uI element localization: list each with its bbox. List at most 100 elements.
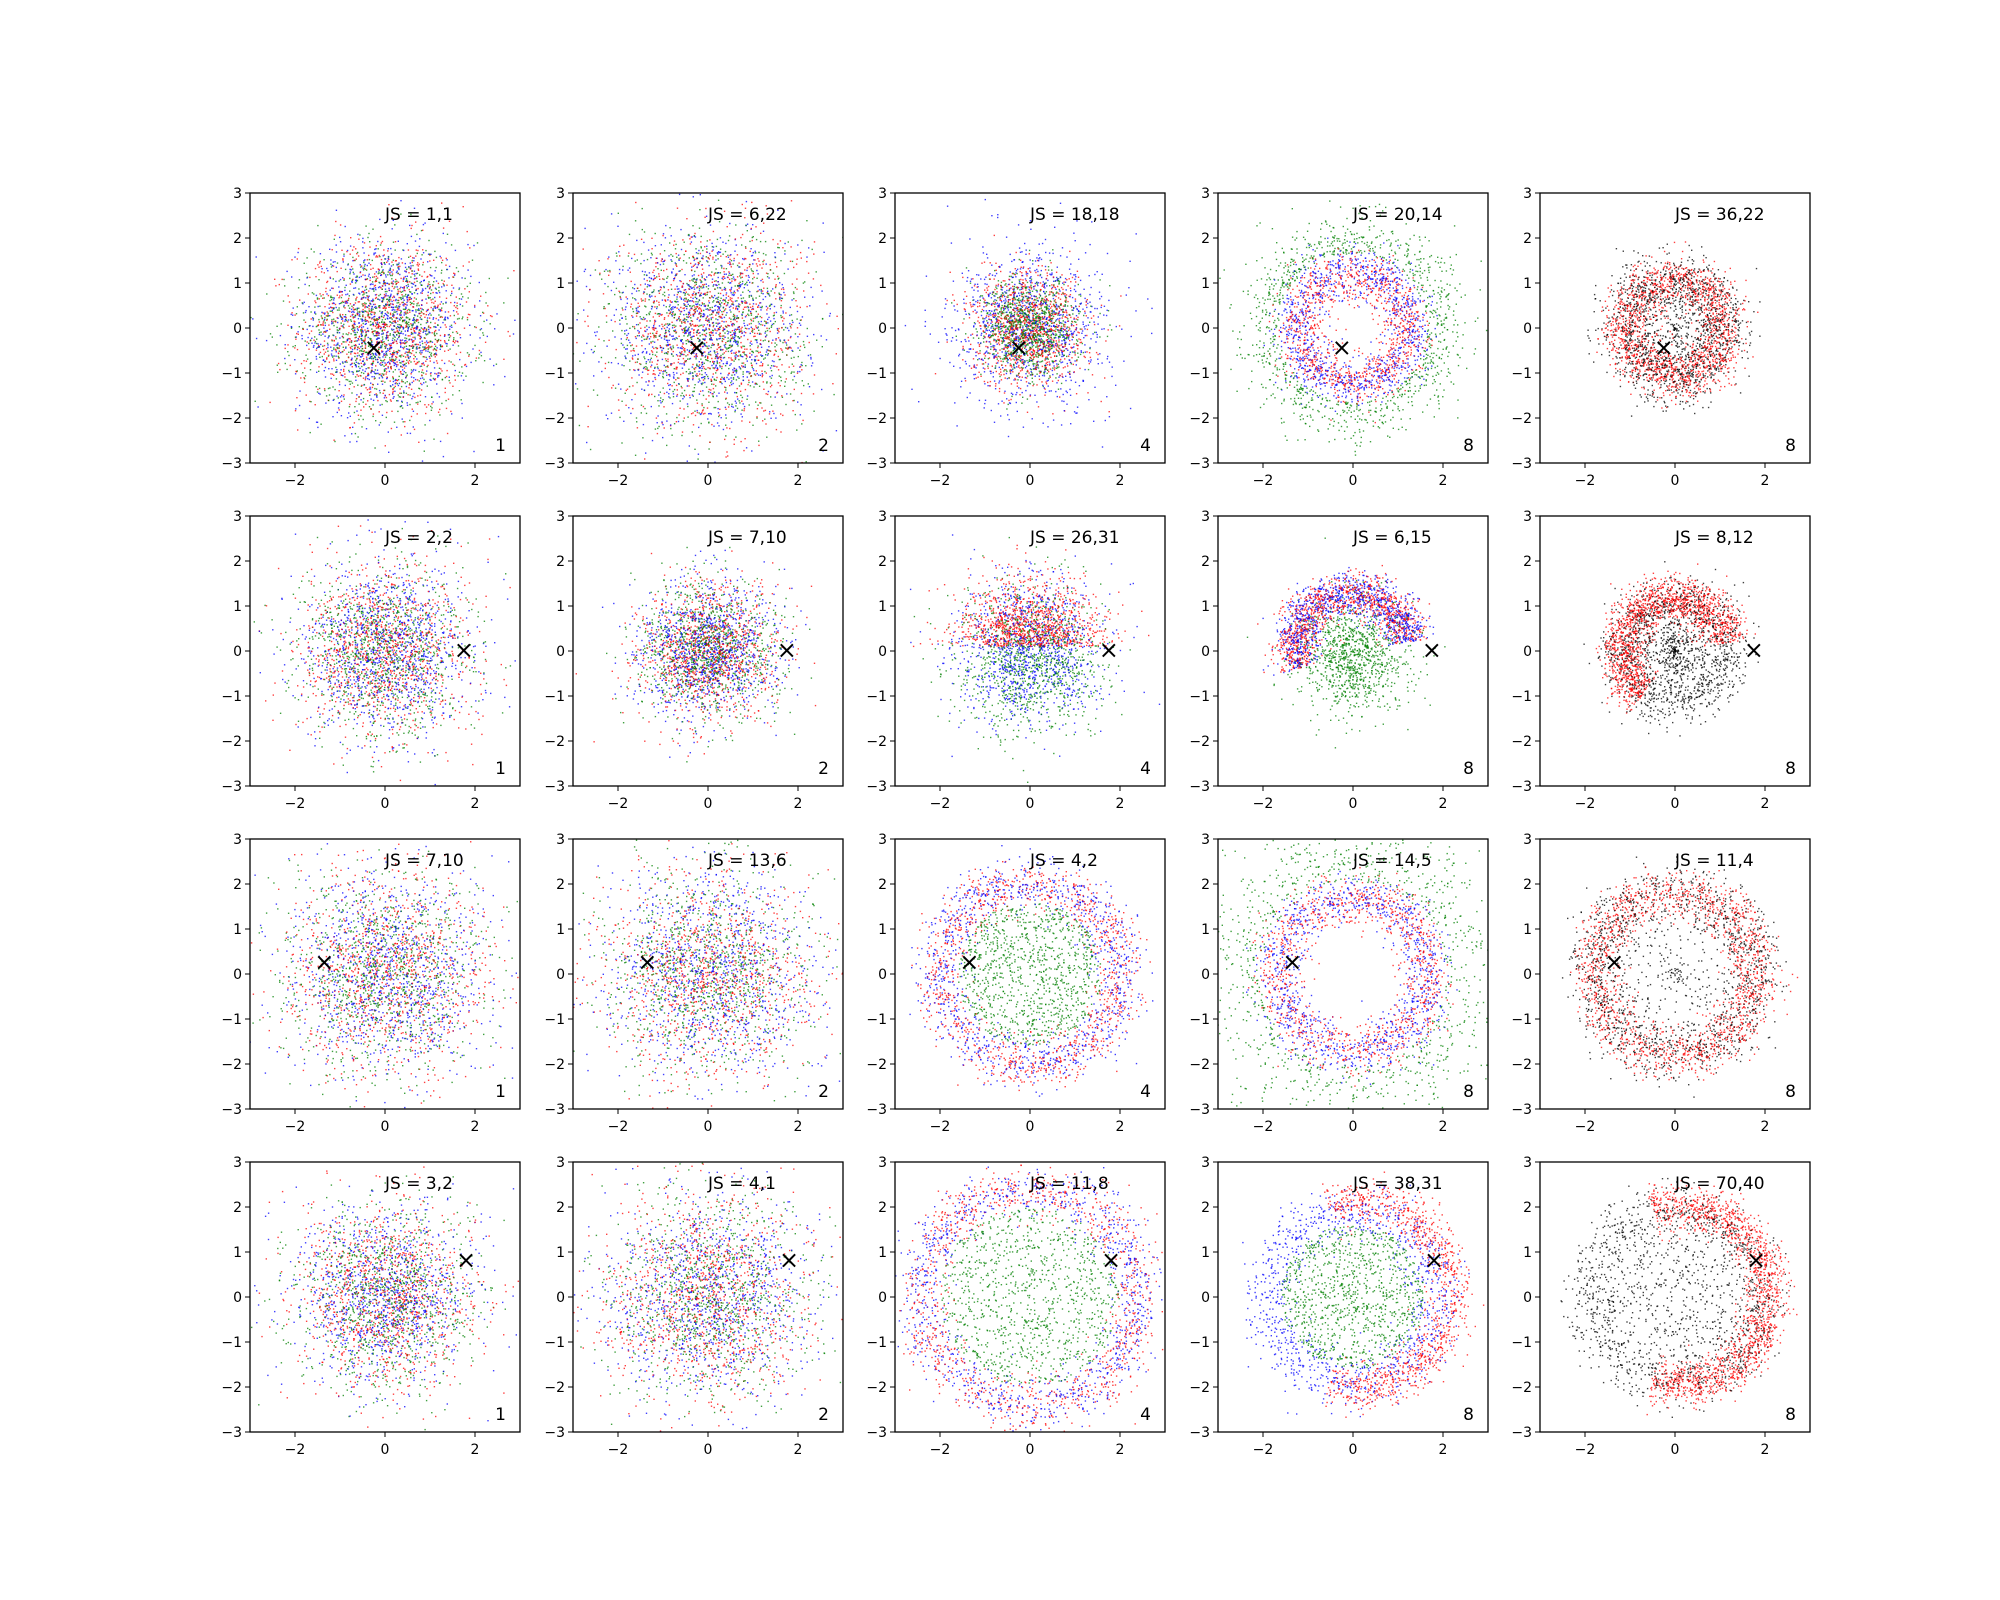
- scatter-point-green: [333, 355, 334, 356]
- scatter-point-blue: [356, 410, 357, 411]
- scatter-point-red: [402, 317, 403, 318]
- scatter-point-green: [416, 347, 417, 348]
- scatter-point-green: [740, 282, 741, 283]
- scatter-point-green: [457, 318, 458, 319]
- scatter-point-red: [576, 342, 577, 343]
- scatter-point-blue: [725, 288, 726, 289]
- scatter-point-green: [503, 302, 504, 303]
- scatter-point-blue: [423, 280, 424, 281]
- scatter-point-red: [451, 291, 452, 292]
- scatter-point-green: [694, 282, 695, 283]
- scatter-point-green: [421, 366, 422, 367]
- scatter-point-red: [680, 257, 681, 258]
- scatter-point-blue: [443, 456, 444, 457]
- scatter-point-green: [372, 404, 373, 405]
- scatter-point-red: [699, 364, 700, 365]
- scatter-point-blue: [392, 316, 393, 317]
- scatter-point-green: [324, 317, 325, 318]
- scatter-point-blue: [358, 318, 359, 319]
- scatter-point-green: [478, 357, 479, 358]
- scatter-point-blue: [407, 433, 408, 434]
- scatter-point-blue: [762, 293, 763, 294]
- scatter-point-green: [323, 320, 324, 321]
- scatter-point-green: [353, 331, 354, 332]
- scatter-point-blue: [302, 338, 303, 339]
- scatter-point-red: [416, 249, 417, 250]
- scatter-point-red: [456, 353, 457, 354]
- scatter-point-red: [387, 337, 388, 338]
- scatter-point-green: [696, 376, 697, 377]
- scatter-point-green: [695, 308, 696, 309]
- scatter-point-blue: [800, 325, 801, 326]
- scatter-point-red: [448, 360, 449, 361]
- scatter-point-blue: [374, 307, 375, 308]
- scatter-point-red: [407, 300, 408, 301]
- scatter-point-red: [436, 373, 437, 374]
- scatter-point-red: [738, 350, 739, 351]
- scatter-point-green: [738, 359, 739, 360]
- scatter-point-red: [656, 331, 657, 332]
- scatter-point-green: [626, 339, 627, 340]
- scatter-point-red: [661, 260, 662, 261]
- scatter-point-red: [806, 261, 807, 262]
- scatter-point-blue: [631, 399, 632, 400]
- scatter-point-blue: [668, 255, 669, 256]
- scatter-point-red: [389, 351, 390, 352]
- scatter-point-red: [674, 289, 675, 290]
- scatter-point-blue: [761, 321, 762, 322]
- scatter-point-blue: [812, 362, 813, 363]
- scatter-point-red: [727, 263, 728, 264]
- scatter-point-red: [611, 387, 612, 388]
- scatter-point-red: [405, 311, 406, 312]
- scatter-point-red: [755, 325, 756, 326]
- scatter-point-blue: [362, 286, 363, 287]
- scatter-point-red: [667, 359, 668, 360]
- scatter-point-red: [365, 387, 366, 388]
- scatter-point-green: [367, 278, 368, 279]
- scatter-point-green: [400, 366, 401, 367]
- scatter-point-green: [461, 293, 462, 294]
- scatter-point-green: [672, 256, 673, 257]
- scatter-point-blue: [688, 328, 689, 329]
- scatter-point-blue: [786, 342, 787, 343]
- scatter-point-red: [326, 358, 327, 359]
- scatter-point-red: [740, 391, 741, 392]
- scatter-point-red: [371, 364, 372, 365]
- scatter-point-green: [747, 314, 748, 315]
- scatter-point-green: [641, 412, 642, 413]
- scatter-point-blue: [691, 241, 692, 242]
- scatter-point-green: [467, 352, 468, 353]
- scatter-point-green: [699, 288, 700, 289]
- scatter-point-blue: [349, 441, 350, 442]
- scatter-point-green: [371, 328, 372, 329]
- scatter-point-blue: [331, 323, 332, 324]
- scatter-point-blue: [669, 328, 670, 329]
- scatter-point-red: [325, 291, 326, 292]
- scatter-point-green: [666, 312, 667, 313]
- scatter-point-red: [759, 365, 760, 366]
- scatter-point-blue: [330, 259, 331, 260]
- scatter-point-red: [638, 303, 639, 304]
- scatter-point-blue: [414, 278, 415, 279]
- scatter-point-green: [472, 260, 473, 261]
- scatter-point-green: [431, 289, 432, 290]
- scatter-point-red: [660, 289, 661, 290]
- scatter-point-blue: [382, 362, 383, 363]
- scatter-point-green: [382, 289, 383, 290]
- scatter-point-green: [649, 314, 650, 315]
- scatter-point-blue: [676, 396, 677, 397]
- scatter-point-blue: [405, 267, 406, 268]
- scatter-point-green: [636, 417, 637, 418]
- scatter-point-green: [735, 285, 736, 286]
- scatter-point-green: [696, 282, 697, 283]
- scatter-point-green: [721, 267, 722, 268]
- scatter-point-red: [368, 255, 369, 256]
- scatter-point-blue: [687, 321, 688, 322]
- scatter-point-blue: [767, 319, 768, 320]
- scatter-point-green: [393, 371, 394, 372]
- scatter-point-green: [615, 357, 616, 358]
- scatter-point-green: [400, 297, 401, 298]
- scatter-point-red: [746, 315, 747, 316]
- scatter-point-red: [331, 339, 332, 340]
- scatter-point-green: [394, 311, 395, 312]
